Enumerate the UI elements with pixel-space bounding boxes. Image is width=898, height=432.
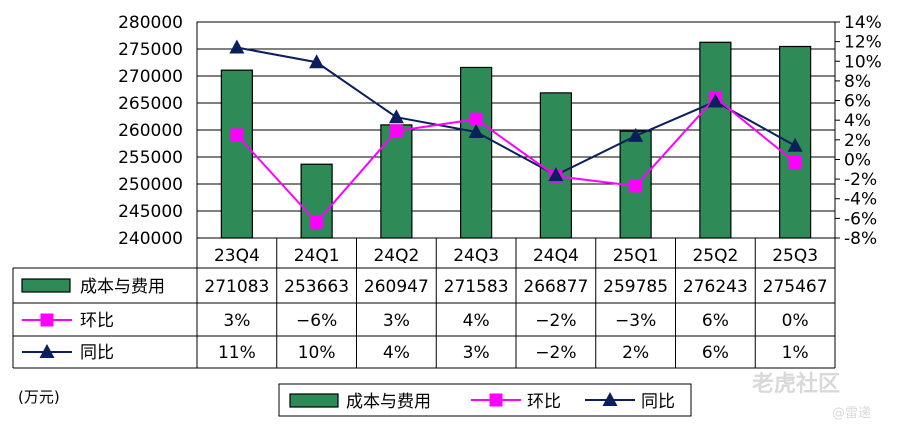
yoy-point: [309, 54, 325, 69]
y-right-tick-label: -4%: [844, 190, 877, 210]
y-right-tick-label: 4%: [844, 111, 871, 131]
category-label: 24Q1: [294, 246, 340, 266]
legend-key-bar: [289, 393, 339, 408]
table-cell: 11%: [218, 343, 256, 363]
category-label: 25Q2: [692, 246, 738, 266]
table-cell: 1%: [782, 343, 809, 363]
bar: [460, 66, 493, 239]
row-label: 环比: [80, 311, 114, 331]
qoq-point: [469, 112, 483, 126]
table-cell: −2%: [535, 311, 576, 331]
table-cell: 266877: [523, 277, 588, 297]
bar-series: [220, 41, 812, 239]
category-label: 24Q4: [533, 246, 579, 266]
qoq-point: [389, 124, 403, 138]
qoq-point: [629, 179, 643, 193]
category-label: 25Q1: [613, 246, 659, 266]
yoy-point: [707, 93, 723, 108]
table-cell: −3%: [615, 311, 656, 331]
table-cell: 259785: [603, 277, 668, 297]
table-cell: −2%: [535, 343, 576, 363]
data-table: 23Q4 24Q1 24Q2 24Q3 24Q4 25Q1 25Q2 25Q3 成本与费用环比同…: [12, 238, 836, 369]
table-cell: 3%: [223, 311, 250, 331]
y-left-tick-label: 270000: [118, 67, 183, 87]
table-cell: 6%: [702, 311, 729, 331]
category-label: 25Q3: [772, 246, 818, 266]
bar: [220, 69, 253, 239]
legend-label: 同比: [641, 392, 675, 412]
table-cell: 3%: [383, 311, 410, 331]
legend-key-bar: [21, 278, 71, 293]
table-cell: −6%: [296, 311, 337, 331]
legend-key-marker: [39, 344, 55, 358]
y-right-tick-label: 6%: [844, 92, 871, 112]
bar: [539, 92, 572, 239]
table-cell: 275467: [763, 277, 828, 297]
bar: [699, 41, 732, 239]
table-cell: 0%: [782, 311, 809, 331]
yoy-line: [236, 46, 796, 177]
y-right-tick-label: -6%: [844, 209, 877, 229]
category-label: 23Q4: [214, 246, 260, 266]
y-right-tick-label: 12%: [844, 33, 882, 53]
yoy-point: [628, 127, 644, 142]
table-cell: 10%: [298, 343, 336, 363]
yoy-point: [548, 167, 564, 182]
y-left-tick-label: 250000: [118, 175, 183, 195]
legend-key-marker: [489, 393, 503, 407]
table-cell: 253663: [284, 277, 349, 297]
y-right-tick-label: 0%: [844, 150, 871, 170]
legend-label: 成本与费用: [346, 392, 431, 412]
yoy-point: [787, 137, 803, 152]
y-left-tick-label: 255000: [118, 148, 183, 168]
y-right-tick-label: -2%: [844, 170, 877, 190]
table-cell: 4%: [383, 343, 410, 363]
y-left-tick-label: 245000: [118, 202, 183, 222]
y-left-tick-label: 260000: [118, 121, 183, 141]
yoy-point: [229, 39, 245, 54]
y-right-tick-label: -8%: [844, 229, 877, 249]
line-series: [229, 39, 803, 229]
watermark-sub: @雷递: [832, 406, 872, 421]
yoy-point: [468, 123, 484, 138]
axes: 240000 245000 250000 255000 260000 265000 2700…: [118, 13, 882, 249]
legend-key-marker: [602, 392, 618, 406]
qoq-point: [788, 155, 802, 169]
table-cell: 260947: [364, 277, 429, 297]
table-cell: 3%: [463, 343, 490, 363]
legend: 成本与费用 环比 同比: [278, 383, 692, 417]
qoq-point: [310, 215, 324, 229]
yoy-point: [388, 109, 404, 124]
y-right-tick-label: 2%: [844, 131, 871, 151]
category-label: 24Q3: [453, 246, 499, 266]
qoq-line: [236, 96, 796, 224]
qoq-point: [230, 128, 244, 142]
table-cell: 4%: [463, 311, 490, 331]
unit-label: (万元): [18, 388, 60, 406]
watermark: 老虎社区: [752, 372, 841, 397]
table-cell: 271583: [444, 277, 509, 297]
table-cell: 271083: [204, 277, 269, 297]
category-label: 24Q2: [373, 246, 419, 266]
table-cell: 276243: [683, 277, 748, 297]
y-left-tick-label: 280000: [118, 13, 183, 33]
y-right-tick-label: 10%: [844, 52, 882, 72]
y-right-tick-label: 8%: [844, 72, 871, 92]
legend-label: 环比: [527, 392, 561, 412]
y-left-tick-label: 275000: [118, 40, 183, 60]
y-right-tick-label: 14%: [844, 13, 882, 33]
legend-key-marker: [40, 313, 54, 327]
row-label: 成本与费用: [80, 277, 165, 297]
row-label: 同比: [80, 343, 114, 363]
bar: [380, 124, 413, 239]
table-cell: 6%: [702, 343, 729, 363]
y-left-tick-label: 265000: [118, 94, 183, 114]
y-left-tick-label: 240000: [118, 229, 183, 249]
table-cell: 2%: [622, 343, 649, 363]
